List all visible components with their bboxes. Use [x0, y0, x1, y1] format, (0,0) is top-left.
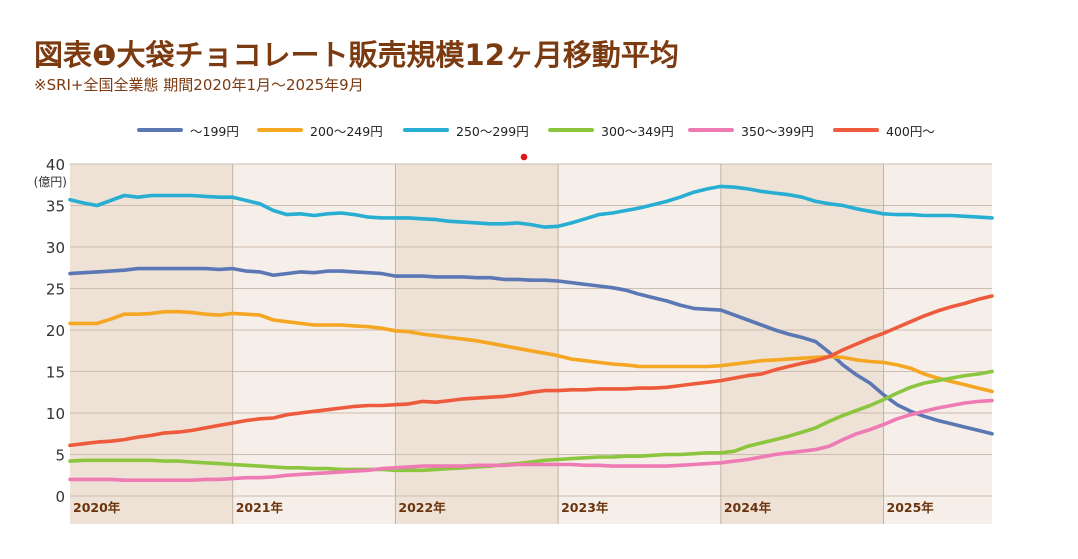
legend-label: 400円〜 — [886, 123, 935, 139]
legend-item: 300〜349円 — [548, 122, 674, 139]
series-line — [68, 184, 994, 229]
year-band — [70, 164, 233, 524]
x-tick-label: 2023年 — [561, 500, 609, 515]
legend-item: 400円〜 — [833, 122, 935, 139]
legend-swatch — [257, 128, 303, 132]
series-line — [68, 294, 994, 448]
x-tick-label: 2020年 — [73, 500, 121, 515]
series-5 — [68, 294, 994, 448]
y-tick-label: 15 — [46, 364, 65, 382]
y-tick-label: 30 — [46, 239, 65, 257]
marker-dot — [520, 153, 528, 161]
legend-swatch — [137, 128, 183, 132]
y-tick-label: 0 — [55, 488, 65, 506]
x-tick-label: 2021年 — [236, 500, 284, 515]
y-tick-label: 20 — [46, 322, 65, 340]
series-3 — [68, 369, 994, 473]
chart-subtitle: ※SRI+全国全業態 期間2020年1月〜2025年9月 — [34, 76, 364, 94]
chart-title: 図表❶大袋チョコレート販売規模12ヶ月移動平均 — [34, 38, 679, 72]
series-1 — [68, 309, 994, 394]
y-tick-label: 35 — [46, 198, 65, 216]
legend-swatch — [833, 128, 879, 132]
legend-label: 250〜299円 — [456, 123, 529, 139]
legend-item: 350〜399円 — [688, 122, 814, 139]
legend-label: 〜199円 — [190, 123, 239, 139]
y-tick-label: 10 — [46, 405, 65, 423]
y-axis-unit: (億円) — [34, 175, 67, 189]
legend-label: 200〜249円 — [310, 123, 383, 139]
x-tick-label: 2025年 — [887, 500, 935, 515]
series-4 — [68, 398, 994, 483]
x-tick-label: 2024年 — [724, 500, 772, 515]
year-band — [232, 164, 396, 524]
series-line — [68, 309, 994, 394]
series-line — [68, 369, 994, 473]
x-tick-label: 2022年 — [398, 500, 446, 515]
legend-swatch — [688, 128, 734, 132]
legend-label: 300〜349円 — [601, 123, 674, 139]
series-0 — [68, 266, 994, 436]
y-tick-label: 40 — [46, 156, 65, 174]
y-tick-label: 25 — [46, 281, 65, 299]
legend-item: 〜199円 — [137, 122, 239, 139]
series-line — [68, 398, 994, 483]
legend-label: 350〜399円 — [741, 123, 814, 139]
y-tick-label: 5 — [55, 447, 65, 465]
legend-swatch — [403, 128, 449, 132]
year-band — [883, 164, 992, 524]
series-2 — [68, 184, 994, 229]
legend-item: 250〜299円 — [403, 122, 529, 139]
legend-swatch — [548, 128, 594, 132]
legend-item: 200〜249円 — [257, 122, 383, 139]
